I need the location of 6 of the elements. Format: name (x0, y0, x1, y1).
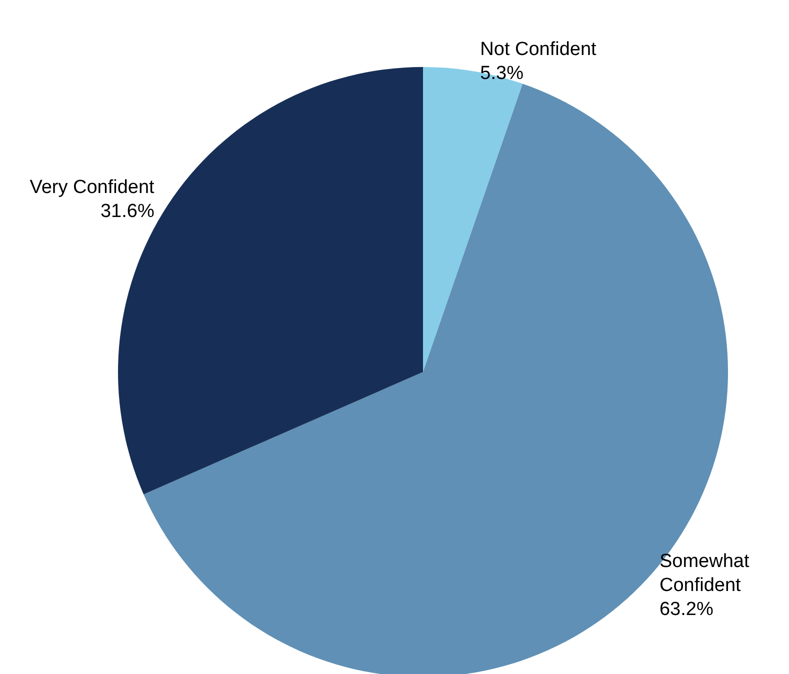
slice-label: Not Confident (480, 38, 598, 60)
data-label: 31.6% (100, 201, 154, 222)
data-label: 63.2% (659, 599, 714, 620)
slice-label: Very Confident (30, 177, 156, 198)
data-label: 5.3% (480, 62, 524, 84)
slice-label: Somewhat Confident (659, 551, 755, 596)
